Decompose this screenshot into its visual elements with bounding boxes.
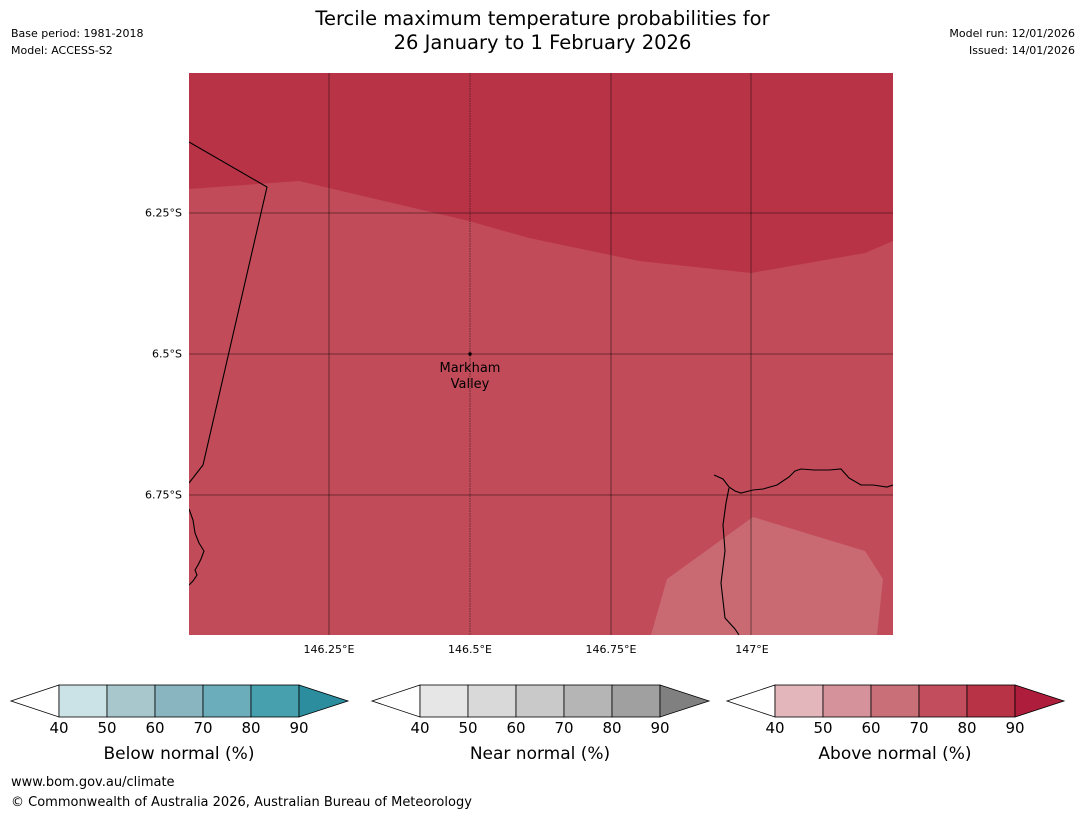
coastline-southwest xyxy=(189,508,205,586)
footer-url: www.bom.gov.au/climate xyxy=(11,775,175,790)
map-title: Tercile maximum temperature probabilitie… xyxy=(0,7,1085,55)
below-tick-60: 60 xyxy=(145,719,165,737)
graticule xyxy=(189,73,893,635)
lat-label-6-25: 6.25°S xyxy=(145,206,182,220)
lat-label-6-75: 6.75°S xyxy=(145,488,182,502)
lon-label-146-25: 146.25°E xyxy=(303,643,355,656)
below-colorbar-segment-0 xyxy=(58,684,108,718)
near-colorbar-segment-0 xyxy=(419,684,469,718)
near-tick-70: 70 xyxy=(554,719,574,737)
above-colorbar-low-arrow xyxy=(725,684,776,718)
footer-copyright: © Commonwealth of Australia 2026, Austra… xyxy=(11,795,472,810)
near-colorbar-segment-1 xyxy=(467,684,517,718)
near-tick-80: 80 xyxy=(602,719,622,737)
lon-label-146-75: 146.75°E xyxy=(585,643,637,656)
below-tick-80: 80 xyxy=(241,719,261,737)
meta-right: Model run: 12/01/2026 Issued: 14/01/2026 xyxy=(949,25,1075,59)
lon-label-146-5: 146.5°E xyxy=(448,643,492,656)
near-tick-90: 90 xyxy=(650,719,670,737)
below-normal-label: Below normal (%) xyxy=(103,744,255,764)
colorbar-near-normal xyxy=(370,684,711,718)
near-tick-50: 50 xyxy=(458,719,478,737)
above-tick-90: 90 xyxy=(1005,719,1025,737)
model-text: Model: ACCESS-S2 xyxy=(11,44,113,57)
above-colorbar-high-arrow xyxy=(1014,684,1066,718)
base-period-text: Base period: 1981-2018 xyxy=(11,27,144,40)
forecast-map: Markham Valley xyxy=(189,73,893,635)
above-normal-80-90-region xyxy=(189,73,893,273)
below-colorbar-segment-4 xyxy=(250,684,300,718)
above-colorbar-segment-1 xyxy=(822,684,872,718)
below-colorbar-high-arrow xyxy=(298,684,350,718)
lat-label-6-5: 6.5°S xyxy=(152,347,182,361)
above-tick-40: 40 xyxy=(765,719,785,737)
model-run-text: Model run: 12/01/2026 xyxy=(949,27,1075,40)
near-colorbar-segment-3 xyxy=(563,684,613,718)
place-name-line-2: Valley xyxy=(451,377,490,392)
below-colorbar-segment-3 xyxy=(202,684,252,718)
near-colorbar-high-arrow xyxy=(659,684,711,718)
below-tick-70: 70 xyxy=(193,719,213,737)
coastline-southeast xyxy=(713,468,893,494)
above-colorbar-segment-3 xyxy=(918,684,968,718)
above-normal-60-70-region xyxy=(651,517,883,635)
below-colorbar-low-arrow xyxy=(9,684,60,718)
above-colorbar-segment-2 xyxy=(870,684,920,718)
below-colorbar-segment-2 xyxy=(154,684,204,718)
near-tick-60: 60 xyxy=(506,719,526,737)
lon-label-147: 147°E xyxy=(735,643,769,656)
coastline-south-inlet xyxy=(720,487,740,635)
below-tick-40: 40 xyxy=(49,719,69,737)
near-colorbar-segment-2 xyxy=(515,684,565,718)
colorbar-below-normal xyxy=(9,684,350,718)
location-marker-icon xyxy=(468,352,472,356)
below-tick-50: 50 xyxy=(97,719,117,737)
title-line-1: Tercile maximum temperature probabilitie… xyxy=(315,7,770,30)
above-normal-label: Above normal (%) xyxy=(818,744,972,764)
issued-text: Issued: 14/01/2026 xyxy=(968,44,1075,57)
near-colorbar-segment-4 xyxy=(611,684,661,718)
below-tick-90: 90 xyxy=(289,719,309,737)
above-colorbar-segment-4 xyxy=(966,684,1016,718)
above-colorbar-segment-0 xyxy=(774,684,824,718)
near-colorbar-low-arrow xyxy=(370,684,421,718)
above-tick-70: 70 xyxy=(909,719,929,737)
colorbar-above-normal xyxy=(725,684,1066,718)
above-tick-80: 80 xyxy=(957,719,977,737)
above-tick-50: 50 xyxy=(813,719,833,737)
above-tick-60: 60 xyxy=(861,719,881,737)
place-name-line-1: Markham xyxy=(440,361,501,376)
near-tick-40: 40 xyxy=(410,719,430,737)
below-colorbar-segment-1 xyxy=(106,684,156,718)
title-line-2: 26 January to 1 February 2026 xyxy=(393,31,692,54)
near-normal-label: Near normal (%) xyxy=(469,744,611,764)
coastline-west xyxy=(189,141,268,484)
meta-left: Base period: 1981-2018 Model: ACCESS-S2 xyxy=(11,25,143,59)
